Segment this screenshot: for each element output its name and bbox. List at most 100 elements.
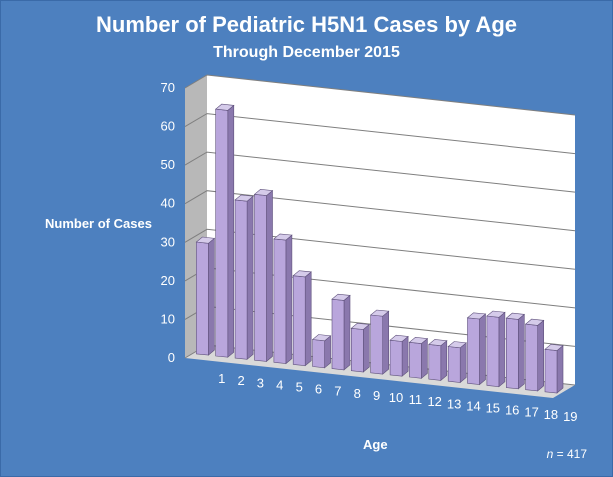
bar-front: [273, 238, 287, 364]
bar-series: [195, 103, 564, 394]
bar: [195, 236, 216, 356]
bar-side: [285, 234, 293, 365]
bar-front: [389, 339, 403, 377]
y-tick-label: 10: [161, 311, 175, 326]
bar-front: [350, 327, 364, 373]
bar-top: [273, 233, 293, 241]
bar: [311, 334, 332, 369]
bar: [273, 233, 293, 365]
bar: [253, 188, 274, 363]
x-tick-label: 14: [466, 398, 480, 413]
bar: [486, 310, 506, 388]
chart-subtitle: Through December 2015: [213, 44, 400, 61]
bar-front: [215, 108, 229, 358]
bar-front: [525, 323, 539, 392]
bar-side: [498, 311, 506, 388]
x-tick-label: 12: [427, 394, 441, 409]
bar-front: [370, 314, 384, 375]
bar-top: [311, 334, 332, 342]
bar-side: [266, 189, 273, 363]
bar: [466, 312, 487, 386]
x-tick-label: 19: [563, 409, 577, 424]
bar-top: [524, 318, 545, 326]
bar-front: [292, 275, 306, 367]
bar-side: [208, 237, 215, 356]
bar: [292, 270, 312, 367]
bar-top: [447, 341, 467, 349]
bar: [544, 343, 564, 394]
bar-side: [246, 195, 254, 360]
bar-side: [401, 335, 409, 377]
bar-front: [467, 317, 480, 385]
x-tick-label: 17: [524, 405, 538, 420]
x-tick-label: 1: [218, 371, 225, 386]
bar: [408, 336, 429, 379]
x-tick-label: 7: [334, 384, 341, 399]
bar-front: [505, 317, 519, 390]
bar-top: [408, 336, 429, 344]
x-tick-label: 8: [354, 386, 361, 401]
y-tick-labels: 0 10 20 30 40 50 60 70: [161, 80, 175, 365]
bar-top: [253, 188, 274, 196]
bar-side: [556, 344, 564, 394]
sample-size-value: = 417: [553, 447, 587, 461]
y-axis-label: Number of Cases: [45, 216, 152, 231]
sample-size-symbol: n: [546, 447, 554, 461]
chart-title: Number of Pediatric H5N1 Cases by Age: [96, 12, 517, 37]
sample-size-note: n = 417: [547, 447, 587, 461]
x-tick-label: 15: [486, 401, 500, 416]
bar: [505, 312, 526, 390]
bar-top: [486, 310, 506, 318]
bar-side: [304, 271, 312, 367]
bar-side: [537, 319, 545, 392]
x-tick-label: 4: [276, 377, 283, 392]
bar-side: [324, 335, 331, 369]
bar-front: [544, 348, 558, 394]
x-tick-label: 5: [296, 380, 303, 395]
bar-top: [428, 339, 448, 347]
y-tick-label: 0: [168, 350, 175, 365]
x-tick-label: 2: [237, 373, 244, 388]
bar-side: [479, 313, 486, 386]
bar-front: [409, 341, 422, 379]
bar-front: [331, 298, 345, 371]
gridline: [184, 151, 576, 193]
bar-front: [196, 241, 209, 356]
bar: [234, 194, 254, 360]
bar-top: [466, 312, 487, 320]
gridline: [184, 228, 576, 270]
x-tick-label: 11: [409, 392, 423, 407]
bar-top: [544, 343, 564, 351]
bar-top: [389, 334, 409, 342]
bar-side: [440, 340, 448, 382]
bar-top: [292, 270, 312, 278]
bar-top: [331, 293, 351, 301]
bar-front: [234, 199, 248, 360]
bar-side: [382, 310, 390, 375]
y-tick-label: 60: [161, 119, 175, 134]
bar-top: [350, 322, 371, 330]
x-tick-label: 18: [544, 407, 558, 422]
bar-side: [362, 323, 370, 373]
bar: [524, 318, 545, 392]
y-tick-label: 40: [161, 196, 175, 211]
y-tick-label: 30: [161, 234, 175, 249]
x-tick-labels: 1 2 3 4 5 6 7 8 9 10 11 12 13 14 15 16 17 18 19: [218, 371, 577, 424]
bar: [389, 334, 409, 377]
bar: [428, 339, 448, 382]
y-tick-label: 70: [161, 80, 175, 95]
gridline: [184, 74, 576, 116]
bar-side: [227, 104, 235, 358]
bar: [331, 293, 351, 371]
bar-front: [428, 344, 442, 381]
bar: [214, 103, 235, 358]
x-tick-label: 10: [389, 390, 403, 405]
bar-side: [343, 294, 351, 371]
gridline: [184, 190, 576, 232]
y-tick-label: 20: [161, 273, 175, 288]
x-tick-label: 6: [315, 382, 322, 397]
bar: [369, 309, 390, 375]
bar-top: [214, 103, 235, 111]
